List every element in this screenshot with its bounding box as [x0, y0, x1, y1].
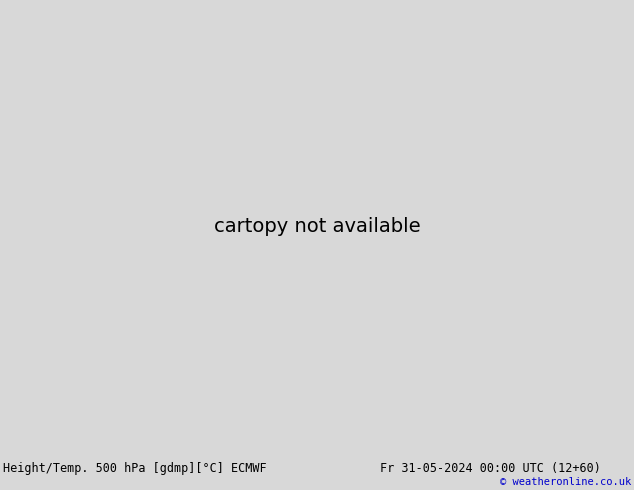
Text: Fr 31-05-2024 00:00 UTC (12+60): Fr 31-05-2024 00:00 UTC (12+60) [380, 462, 601, 475]
Text: © weatheronline.co.uk: © weatheronline.co.uk [500, 477, 631, 487]
Text: cartopy not available: cartopy not available [214, 217, 420, 236]
Text: Height/Temp. 500 hPa [gdmp][°C] ECMWF: Height/Temp. 500 hPa [gdmp][°C] ECMWF [3, 462, 267, 475]
